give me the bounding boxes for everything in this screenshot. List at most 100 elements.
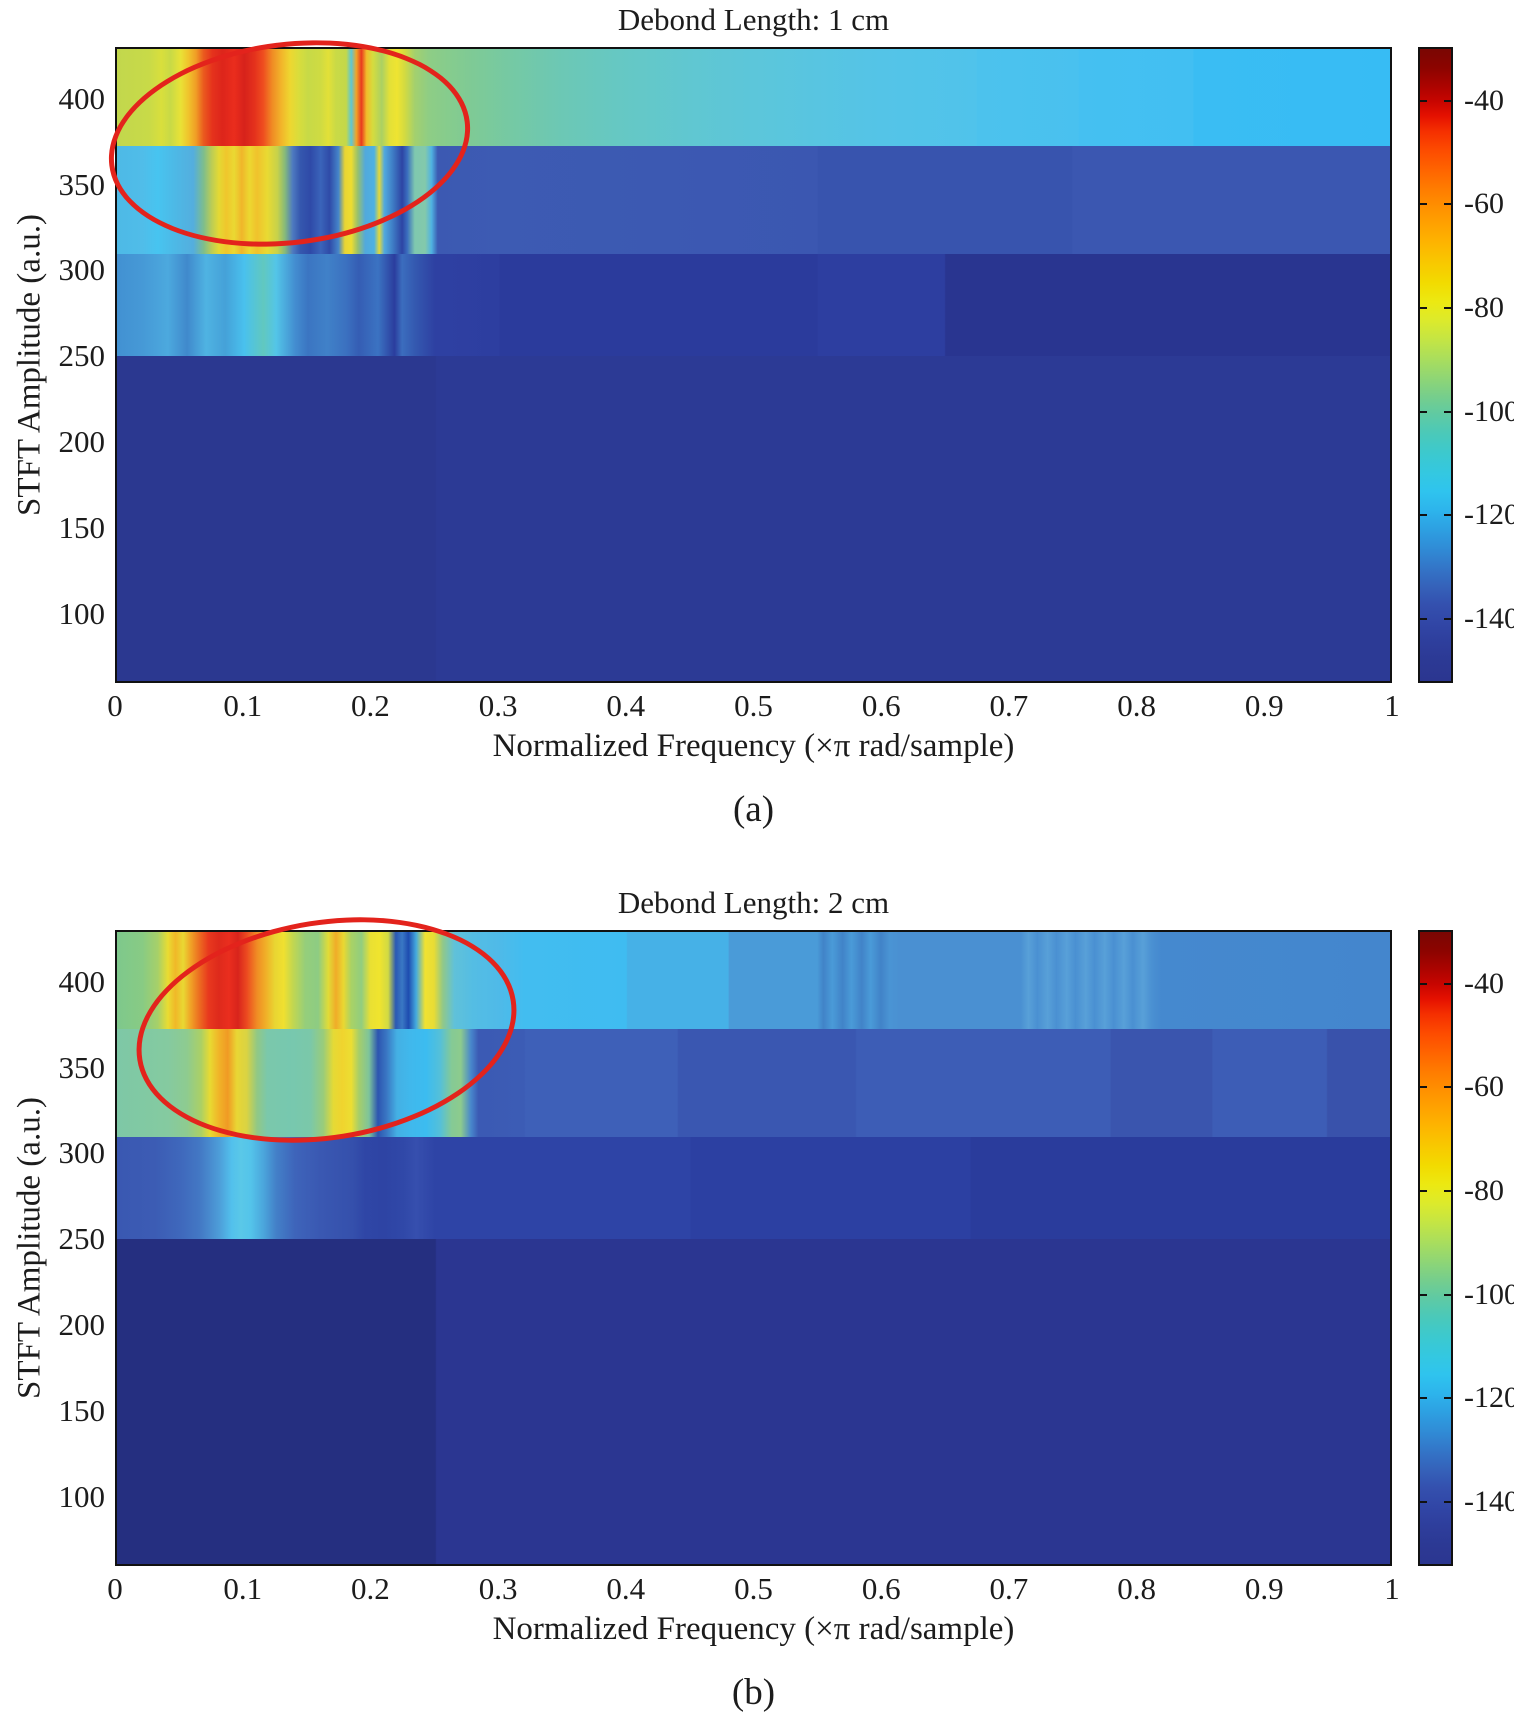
colorbar-tick-label--40: -40 bbox=[1464, 966, 1504, 1000]
x-tick-label-0.6: 0.6 bbox=[861, 1571, 901, 1606]
x-tick-label-0.3: 0.3 bbox=[478, 1571, 518, 1606]
y-tick-label-200: 200 bbox=[58, 1307, 106, 1343]
colorbar-tick-label--40: -40 bbox=[1464, 83, 1504, 117]
y-tick-label-400: 400 bbox=[58, 963, 106, 999]
colorbar-tick-mark bbox=[1444, 1397, 1451, 1400]
heatmap-band-amp-250-310 bbox=[117, 1136, 1390, 1240]
panel-b: Debond Length: 2 cm STFT Amplitude (a.u.… bbox=[0, 883, 1514, 1723]
heatmap-band-amp-310-373 bbox=[117, 146, 1390, 254]
heatmap-band-amp-310-373 bbox=[117, 1029, 1390, 1137]
x-tick-label-0.4: 0.4 bbox=[606, 1571, 646, 1606]
y-tick-label-150: 150 bbox=[58, 510, 106, 546]
heatmap-band-amp-373-430 bbox=[117, 49, 1390, 147]
colorbar-tick-mark bbox=[1420, 1190, 1427, 1193]
y-tick-label-300: 300 bbox=[58, 1135, 106, 1171]
x-tick-label-0.7: 0.7 bbox=[989, 1571, 1029, 1606]
x-tick-label-1: 1 bbox=[1384, 1571, 1400, 1606]
colorbar-tick-mark bbox=[1420, 1086, 1427, 1089]
colorbar-tick-mark bbox=[1420, 307, 1427, 310]
colorbar-gradient bbox=[1420, 49, 1451, 681]
x-tick-label-0.4: 0.4 bbox=[606, 688, 646, 723]
colorbar-tick-mark bbox=[1444, 617, 1451, 620]
y-tick-label-350: 350 bbox=[58, 1049, 106, 1085]
colorbar-tick-mark bbox=[1444, 514, 1451, 517]
heatmap-band-amp-60-250 bbox=[117, 356, 1390, 681]
colorbar-tick-mark bbox=[1444, 410, 1451, 413]
panel-a: Debond Length: 1 cm STFT Amplitude (a.u.… bbox=[0, 0, 1514, 840]
x-tick-label-0.9: 0.9 bbox=[1244, 688, 1284, 723]
heatmap-plot[interactable] bbox=[115, 891, 1392, 1566]
y-tick-label-350: 350 bbox=[58, 166, 106, 202]
plot-title: Debond Length: 1 cm bbox=[617, 2, 890, 37]
colorbar-tick-mark bbox=[1444, 1190, 1451, 1193]
heatmap-plot[interactable] bbox=[97, 20, 1392, 683]
y-tick-label-200: 200 bbox=[58, 424, 106, 460]
x-tick-label-0.2: 0.2 bbox=[351, 688, 390, 723]
y-axis-ticks: 400 350 300 250 200 150 100 bbox=[0, 47, 106, 683]
y-tick-label-150: 150 bbox=[58, 1393, 106, 1429]
heatmap-bands bbox=[117, 49, 1390, 681]
heatmap-bands bbox=[117, 932, 1390, 1564]
x-axis-ticks: 0 0.1 0.2 0.3 0.4 0.5 0.6 0.7 0.8 0.9 1 bbox=[107, 688, 1400, 724]
colorbar-tick-mark bbox=[1420, 410, 1427, 413]
colorbar-tick-mark bbox=[1444, 1293, 1451, 1296]
x-axis-label: Normalized Frequency (×π rad/sample) bbox=[492, 728, 1015, 764]
colorbar-tick-label--120: -120 bbox=[1464, 498, 1514, 532]
colorbar-tick-label--100: -100 bbox=[1464, 1277, 1514, 1311]
colorbar-gradient bbox=[1420, 932, 1451, 1564]
x-tick-label-0.6: 0.6 bbox=[861, 688, 901, 723]
x-tick-label-1: 1 bbox=[1384, 688, 1400, 723]
colorbar-tick-mark bbox=[1420, 514, 1427, 517]
colorbar-tick-mark bbox=[1420, 99, 1427, 102]
y-tick-label-100: 100 bbox=[58, 596, 106, 632]
colorbar-tick-mark bbox=[1444, 99, 1451, 102]
colorbar-tick-label--60: -60 bbox=[1464, 1070, 1504, 1104]
colorbar-tick-mark bbox=[1420, 203, 1427, 206]
x-tick-label-0: 0 bbox=[107, 1571, 123, 1606]
colorbar-tick-mark bbox=[1420, 1500, 1427, 1503]
colorbar-tick-mark bbox=[1444, 203, 1451, 206]
colorbar-tick-mark bbox=[1420, 982, 1427, 985]
heatmap-band-amp-250-310 bbox=[117, 253, 1390, 357]
panel-label-a: (a) bbox=[732, 789, 775, 830]
colorbar-tick-mark bbox=[1444, 307, 1451, 310]
y-tick-label-100: 100 bbox=[58, 1479, 106, 1515]
colorbar-tick-label--120: -120 bbox=[1464, 1381, 1514, 1415]
y-tick-label-300: 300 bbox=[58, 252, 106, 288]
plot-title: Debond Length: 2 cm bbox=[617, 885, 890, 920]
colorbar-tick-label--60: -60 bbox=[1464, 187, 1504, 221]
colorbar-tick-label--80: -80 bbox=[1464, 1174, 1504, 1208]
x-axis-ticks: 0 0.1 0.2 0.3 0.4 0.5 0.6 0.7 0.8 0.9 1 bbox=[107, 1571, 1400, 1607]
x-tick-label-0: 0 bbox=[107, 688, 123, 723]
heatmap-band-amp-60-250 bbox=[117, 1239, 1390, 1564]
colorbar-tick-label--140: -140 bbox=[1464, 601, 1514, 635]
colorbar-tick-label--80: -80 bbox=[1464, 291, 1504, 325]
colorbar: -40 -60 -80 -100 -120 -140 bbox=[1418, 930, 1514, 1566]
colorbar-tick-label--140: -140 bbox=[1464, 1484, 1514, 1518]
heatmap-band-amp-373-430 bbox=[117, 932, 1390, 1030]
y-tick-label-250: 250 bbox=[58, 338, 106, 374]
y-axis-ticks: 400 350 300 250 200 150 100 bbox=[0, 930, 106, 1566]
colorbar-tick-mark bbox=[1420, 617, 1427, 620]
x-axis-label: Normalized Frequency (×π rad/sample) bbox=[492, 1611, 1015, 1647]
colorbar-tick-mark bbox=[1420, 1397, 1427, 1400]
x-tick-label-0.8: 0.8 bbox=[1117, 1571, 1156, 1606]
colorbar-tick-mark bbox=[1420, 1293, 1427, 1296]
x-tick-label-0.1: 0.1 bbox=[223, 688, 263, 723]
panel-label-b: (b) bbox=[731, 1672, 776, 1713]
x-tick-label-0.2: 0.2 bbox=[351, 1571, 390, 1606]
x-tick-label-0.7: 0.7 bbox=[989, 688, 1029, 723]
x-tick-label-0.1: 0.1 bbox=[223, 1571, 263, 1606]
x-tick-label-0.9: 0.9 bbox=[1244, 1571, 1284, 1606]
colorbar-tick-mark bbox=[1444, 1500, 1451, 1503]
colorbar-tick-mark bbox=[1444, 1086, 1451, 1089]
x-tick-label-0.5: 0.5 bbox=[734, 1571, 773, 1606]
y-tick-label-250: 250 bbox=[58, 1221, 106, 1257]
y-tick-label-400: 400 bbox=[58, 80, 106, 116]
x-tick-label-0.5: 0.5 bbox=[734, 688, 773, 723]
colorbar: -40 -60 -80 -100 -120 -140 bbox=[1418, 47, 1514, 683]
colorbar-tick-mark bbox=[1444, 982, 1451, 985]
colorbar-tick-label--100: -100 bbox=[1464, 394, 1514, 428]
x-tick-label-0.8: 0.8 bbox=[1117, 688, 1156, 723]
